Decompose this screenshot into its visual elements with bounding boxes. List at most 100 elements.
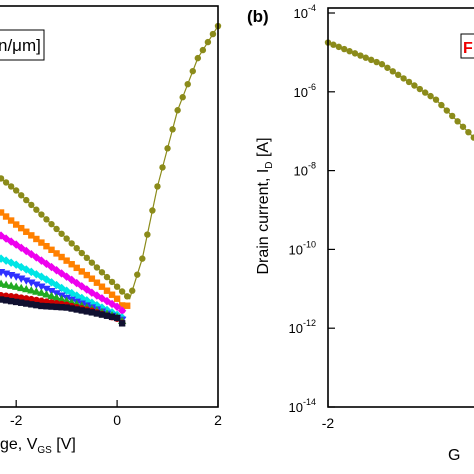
panel-a-series-1-point	[73, 245, 80, 252]
panel-b-shared-series-1-point	[454, 118, 461, 125]
panel-a-series-2-point	[48, 246, 55, 254]
panel-a-series-1-point	[169, 126, 176, 133]
panel-b-legend-text: F	[463, 40, 473, 57]
panel-a-series-6-point	[57, 294, 66, 303]
panel-a-series-1-point	[108, 278, 116, 286]
panel-a-series-1-point	[103, 273, 111, 281]
panel-b-shared-series-1-point	[470, 134, 474, 141]
panel-a-series-8-point	[28, 301, 35, 308]
panel-a-series-5-point	[17, 275, 26, 283]
panel-a-series-8-point	[118, 320, 126, 327]
panel-a-series-1-point	[58, 230, 65, 237]
panel-b-shared-series-1-point	[411, 82, 418, 89]
panel-a-series-3-point	[0, 231, 6, 240]
panel-a-x-ticks: -2 0 2	[10, 400, 222, 428]
panel-a-series-8-point	[83, 308, 91, 315]
panel-a-series-8-point	[7, 297, 15, 305]
panel-a-series-8-point	[43, 303, 50, 310]
panel-a-series-2-point	[38, 239, 45, 246]
panel-a-series-1-point	[38, 211, 45, 218]
panel-a-series-2-point	[98, 283, 106, 290]
panel-b-shared-series-1-point	[422, 89, 429, 96]
panel-a-series-2-point	[118, 302, 126, 309]
panel-a-series-1-point	[93, 264, 101, 271]
panel-b-shared-series-1-point	[373, 58, 380, 66]
panel-a-series-5-point	[27, 279, 36, 287]
panel-b: (b) F 10-4 10-6 10-8 10-10 10-12 10-14 -20 Dr…	[247, 3, 474, 464]
panel-b-shared-series-1-point	[346, 48, 353, 55]
panel-b-shared-series-1-point	[368, 56, 375, 64]
panel-a-series-1-point	[154, 183, 161, 190]
panel-a-series-1-point	[23, 196, 30, 204]
panel-b-x-ticks: -20	[322, 400, 335, 431]
panel-a-series-5-point	[32, 281, 41, 289]
panel-a-series-1-point	[83, 254, 91, 262]
panel-a-series-1-point	[204, 38, 212, 46]
panel-a-series-3-point	[32, 253, 41, 262]
panel-b-shared-series-1-point	[330, 41, 337, 48]
panel-a-series-1-point	[199, 46, 207, 54]
panel-a-legend-box	[0, 29, 45, 61]
panel-a-series-2-point	[28, 232, 35, 239]
panel-a-series-2-point	[68, 261, 75, 268]
panel-a-series-1-point	[63, 235, 70, 242]
panel-a-series-2-point	[53, 250, 60, 257]
panel-a-series-7-point	[38, 297, 45, 304]
panel-a-series-8-point	[48, 303, 55, 310]
panel-a-series-8-point	[113, 314, 121, 322]
panel-a-series-4-point	[0, 254, 6, 263]
panel-a-series-2-point	[73, 264, 80, 272]
panel-a-series-8-point	[78, 307, 85, 314]
panel-b-shared-series-1-line	[327, 41, 474, 139]
panel-a-series-6-point	[42, 290, 51, 298]
panel-a-series-2-point	[103, 287, 111, 294]
panel-b-y-tick-label: 10-8	[294, 161, 316, 179]
panel-a-series-1-point	[88, 259, 96, 266]
panel-a-series-1-point	[164, 145, 171, 152]
panel-a-series-8-point	[53, 303, 60, 311]
panel-a-series-2-point	[63, 257, 70, 264]
panel-a-series-8-point	[0, 296, 5, 303]
panel-a-legend-text: n/μm]	[0, 36, 41, 55]
panel-a-series-2-point	[23, 228, 30, 235]
panel-b-shared-series-1-point	[395, 71, 402, 79]
panel-a-series-1-point	[189, 67, 196, 75]
panel-b-shared-series-1-point	[432, 96, 440, 103]
panel-a-series-6-point	[1, 280, 11, 288]
panel-b-y-tick-label: 10-12	[289, 318, 316, 336]
panel-a-series-8-point	[93, 310, 101, 317]
panel-a-series-3-point	[112, 302, 122, 311]
panel-a-series-1-point	[118, 288, 126, 295]
panel-a-series-6-point	[6, 281, 16, 289]
panel-a-series-2-point	[0, 209, 5, 216]
panel-a-series-1-point	[113, 283, 121, 290]
panel-a-series-1-point	[184, 80, 191, 88]
panel-a-series-1-point	[129, 287, 136, 294]
panel-a-series-7-point	[18, 294, 25, 301]
panel-a-series-8-point	[68, 305, 75, 312]
panel-a-series-6-point	[17, 283, 26, 292]
panel-a-series-2-point	[43, 242, 50, 250]
panel-a-series-8-point	[23, 300, 30, 307]
panel-a-series-7-point	[12, 293, 20, 300]
panel-a-series-4-point	[37, 272, 46, 281]
panel-a-series-8-point	[108, 313, 116, 321]
panel-b-shared-series-1-point	[465, 128, 472, 136]
panel-a-series-3-point	[117, 306, 127, 315]
panel-a-series-2-point	[58, 253, 65, 261]
panel-a-series-2-point	[78, 268, 85, 275]
panel-b-x-tick-label: -2	[322, 415, 335, 431]
panel-a-series-1-point	[33, 206, 40, 213]
panel-a-series-7-point	[28, 295, 35, 303]
panel-a-series-1-point	[149, 207, 156, 214]
panel-a-series-3-point	[42, 259, 51, 269]
panel-a-series-8-point	[73, 306, 80, 313]
panel-a-series-1-point	[194, 54, 202, 62]
panel-a-series-1-point	[144, 231, 151, 238]
panel-a-series-8-point	[33, 301, 40, 309]
panel-b-shared-series-1-point	[459, 123, 467, 130]
panel-b-shared-series-1-point	[384, 64, 391, 71]
panel-b-y-tick-label: 10-6	[294, 82, 316, 100]
panel-b-shared-series-1-point	[427, 92, 434, 100]
